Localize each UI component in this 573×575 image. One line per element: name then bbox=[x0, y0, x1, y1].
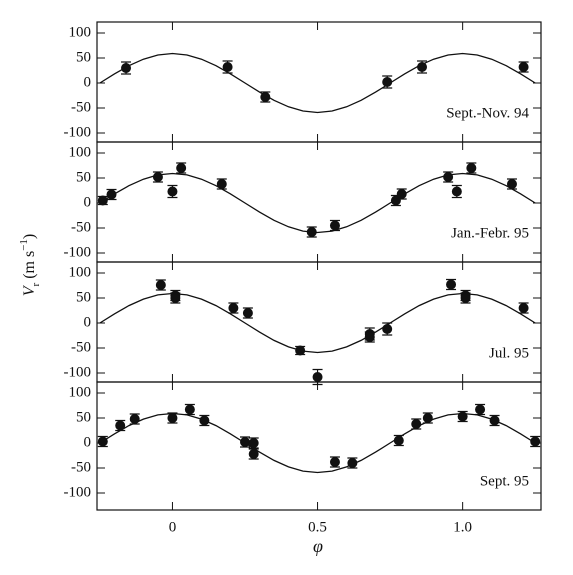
data-point bbox=[176, 163, 187, 173]
data-point bbox=[390, 195, 401, 206]
data-point bbox=[184, 404, 195, 415]
data-point bbox=[329, 220, 340, 231]
panel-frame bbox=[96, 21, 542, 143]
y-tick-label: 50 bbox=[76, 289, 91, 305]
data-point bbox=[199, 415, 210, 426]
y-tick-label: -100 bbox=[64, 364, 92, 380]
x-tick-label: 1.0 bbox=[453, 519, 472, 535]
data-point bbox=[167, 186, 178, 197]
data-point bbox=[129, 414, 140, 424]
data-point bbox=[248, 438, 259, 448]
data-point bbox=[216, 179, 227, 189]
data-point bbox=[106, 189, 117, 200]
y-tick-label: 100 bbox=[69, 144, 92, 160]
data-point bbox=[530, 436, 541, 447]
data-point bbox=[451, 186, 462, 197]
y-tick-label: -50 bbox=[71, 99, 91, 115]
model-curve bbox=[99, 172, 536, 234]
data-point bbox=[364, 332, 375, 342]
y-tick-label: -50 bbox=[71, 219, 91, 235]
data-point bbox=[97, 195, 108, 206]
data-point bbox=[155, 280, 166, 290]
y-tick-label: 0 bbox=[84, 314, 92, 330]
panel-label: Jan.-Febr. 95 bbox=[451, 225, 529, 241]
data-point bbox=[446, 279, 457, 290]
y-label-exponent: −1 bbox=[18, 239, 30, 251]
y-tick-label: -100 bbox=[64, 244, 92, 260]
y-axis-label: Vr (m s−1) bbox=[18, 234, 42, 297]
data-point bbox=[422, 413, 433, 423]
y-tick-label: 50 bbox=[76, 169, 91, 185]
panel-label: Sept.-Nov. 94 bbox=[446, 105, 529, 121]
data-point bbox=[466, 163, 477, 173]
data-point bbox=[295, 345, 306, 356]
y-label-unit: (m s bbox=[21, 251, 38, 283]
data-point bbox=[312, 372, 323, 382]
y-tick-label: -100 bbox=[64, 124, 92, 140]
model-curve bbox=[99, 292, 536, 354]
data-point bbox=[152, 172, 163, 182]
data-point bbox=[382, 77, 393, 87]
data-point bbox=[170, 293, 181, 303]
panel-label: Sept. 95 bbox=[480, 473, 529, 489]
data-point bbox=[411, 419, 422, 429]
y-tick-label: -50 bbox=[71, 459, 91, 475]
y-tick-label: 50 bbox=[76, 49, 91, 65]
data-point bbox=[306, 227, 317, 237]
data-point bbox=[393, 435, 404, 446]
y-tick-label: -100 bbox=[64, 484, 92, 500]
y-tick-label: 0 bbox=[84, 194, 92, 210]
panel-label: Jul. 95 bbox=[489, 345, 529, 361]
y-label-symbol: V bbox=[21, 284, 38, 296]
model-curve bbox=[99, 52, 536, 114]
data-point bbox=[460, 293, 471, 303]
y-label-subscript: r bbox=[30, 282, 42, 286]
y-label-close: ) bbox=[21, 234, 38, 239]
model-curve bbox=[99, 412, 536, 474]
data-point bbox=[518, 303, 529, 313]
data-point bbox=[228, 303, 239, 313]
x-tick-label: 0 bbox=[169, 519, 177, 535]
data-point bbox=[248, 449, 259, 459]
data-point bbox=[506, 179, 517, 189]
x-tick-label: 0.5 bbox=[308, 519, 327, 535]
data-point bbox=[396, 189, 407, 199]
data-point bbox=[489, 415, 500, 426]
y-tick-label: 100 bbox=[69, 264, 92, 280]
data-point bbox=[115, 420, 126, 431]
y-tick-label: 100 bbox=[69, 24, 92, 40]
data-point bbox=[443, 172, 454, 182]
data-point bbox=[382, 324, 393, 334]
data-point bbox=[260, 92, 271, 102]
data-point bbox=[222, 62, 233, 72]
data-point bbox=[240, 437, 250, 447]
y-tick-label: -50 bbox=[71, 339, 91, 355]
data-point bbox=[121, 63, 132, 73]
data-point bbox=[329, 457, 340, 467]
data-point bbox=[97, 436, 108, 447]
data-point bbox=[518, 62, 529, 72]
y-tick-label: 100 bbox=[69, 384, 92, 400]
y-tick-label: 0 bbox=[84, 434, 92, 450]
data-point bbox=[347, 458, 358, 468]
data-point bbox=[475, 404, 486, 415]
data-point bbox=[457, 411, 468, 422]
panel-frame bbox=[96, 381, 542, 511]
data-point bbox=[417, 62, 428, 72]
data-point bbox=[167, 413, 178, 423]
y-tick-label: 0 bbox=[84, 74, 92, 90]
x-axis-label: φ bbox=[313, 536, 323, 556]
data-point bbox=[242, 308, 253, 318]
y-tick-label: 50 bbox=[76, 409, 91, 425]
panel-frame bbox=[96, 141, 542, 263]
